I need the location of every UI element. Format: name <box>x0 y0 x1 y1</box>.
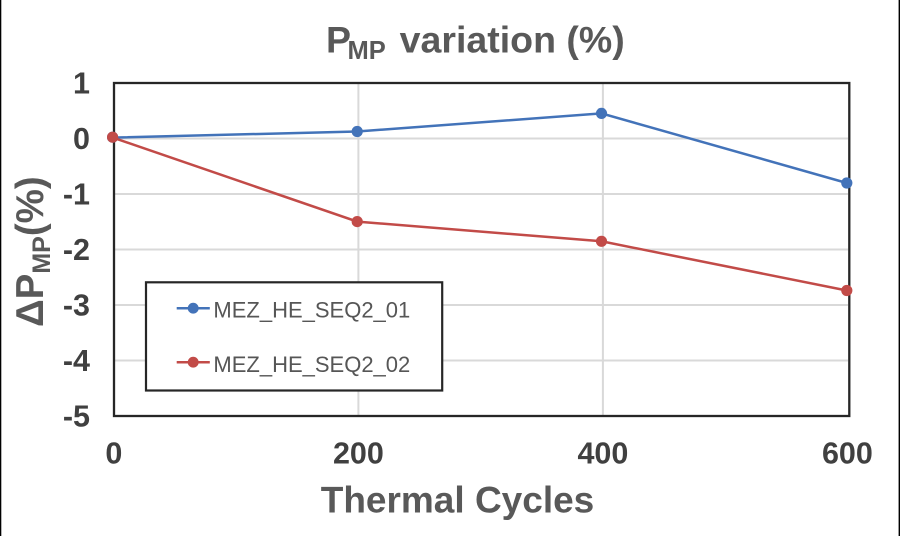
svg-text:200: 200 <box>333 436 384 470</box>
svg-text:-1: -1 <box>63 177 90 211</box>
svg-text:-4: -4 <box>63 344 90 378</box>
svg-text:0: 0 <box>105 436 122 470</box>
svg-text:0: 0 <box>73 122 90 156</box>
svg-text:MEZ_HE_SEQ2_01: MEZ_HE_SEQ2_01 <box>213 298 410 323</box>
svg-text:-5: -5 <box>63 399 90 433</box>
svg-text:Thermal Cycles: Thermal Cycles <box>321 480 595 521</box>
svg-text:600: 600 <box>822 436 873 470</box>
svg-text:400: 400 <box>577 436 628 470</box>
svg-text:PMP variation (%): PMP variation (%) <box>326 19 625 66</box>
svg-text:MEZ_HE_SEQ2_02: MEZ_HE_SEQ2_02 <box>213 352 410 377</box>
svg-text:ΔPMP(%): ΔPMP(%) <box>9 176 56 327</box>
svg-text:-3: -3 <box>63 288 90 322</box>
svg-text:1: 1 <box>73 66 90 100</box>
svg-text:-2: -2 <box>63 233 90 267</box>
